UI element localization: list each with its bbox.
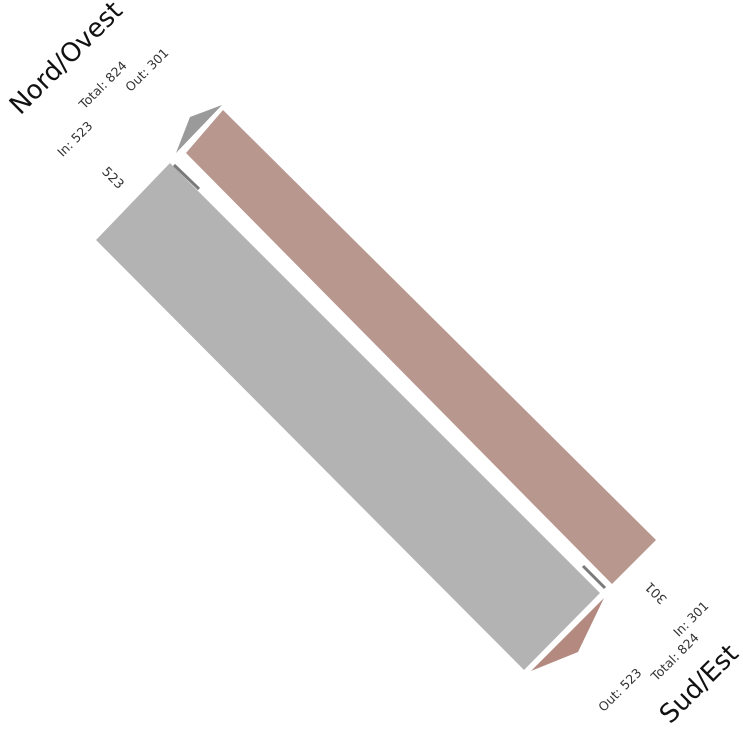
arrowhead-sud-est <box>531 598 604 671</box>
flow-band-rose-301 <box>186 110 656 584</box>
node-stat-out: Out: 301 <box>122 45 171 94</box>
node-stat-in: In: 523 <box>54 118 95 159</box>
flow-value-label-523: 523 <box>98 164 126 192</box>
arrowhead-nord-ovest <box>176 105 222 153</box>
node-label-nord-ovest: Nord/Ovest <box>4 0 129 121</box>
node-stat-out: Out: 523 <box>595 665 644 714</box>
flow-value-label-301: 301 <box>642 578 670 606</box>
flow-band-grey-523 <box>96 163 600 670</box>
node-edge-nord-ovest <box>172 163 201 191</box>
node-edge-sud-est <box>581 564 607 590</box>
node-stat-total: Total: 824 <box>75 58 130 113</box>
